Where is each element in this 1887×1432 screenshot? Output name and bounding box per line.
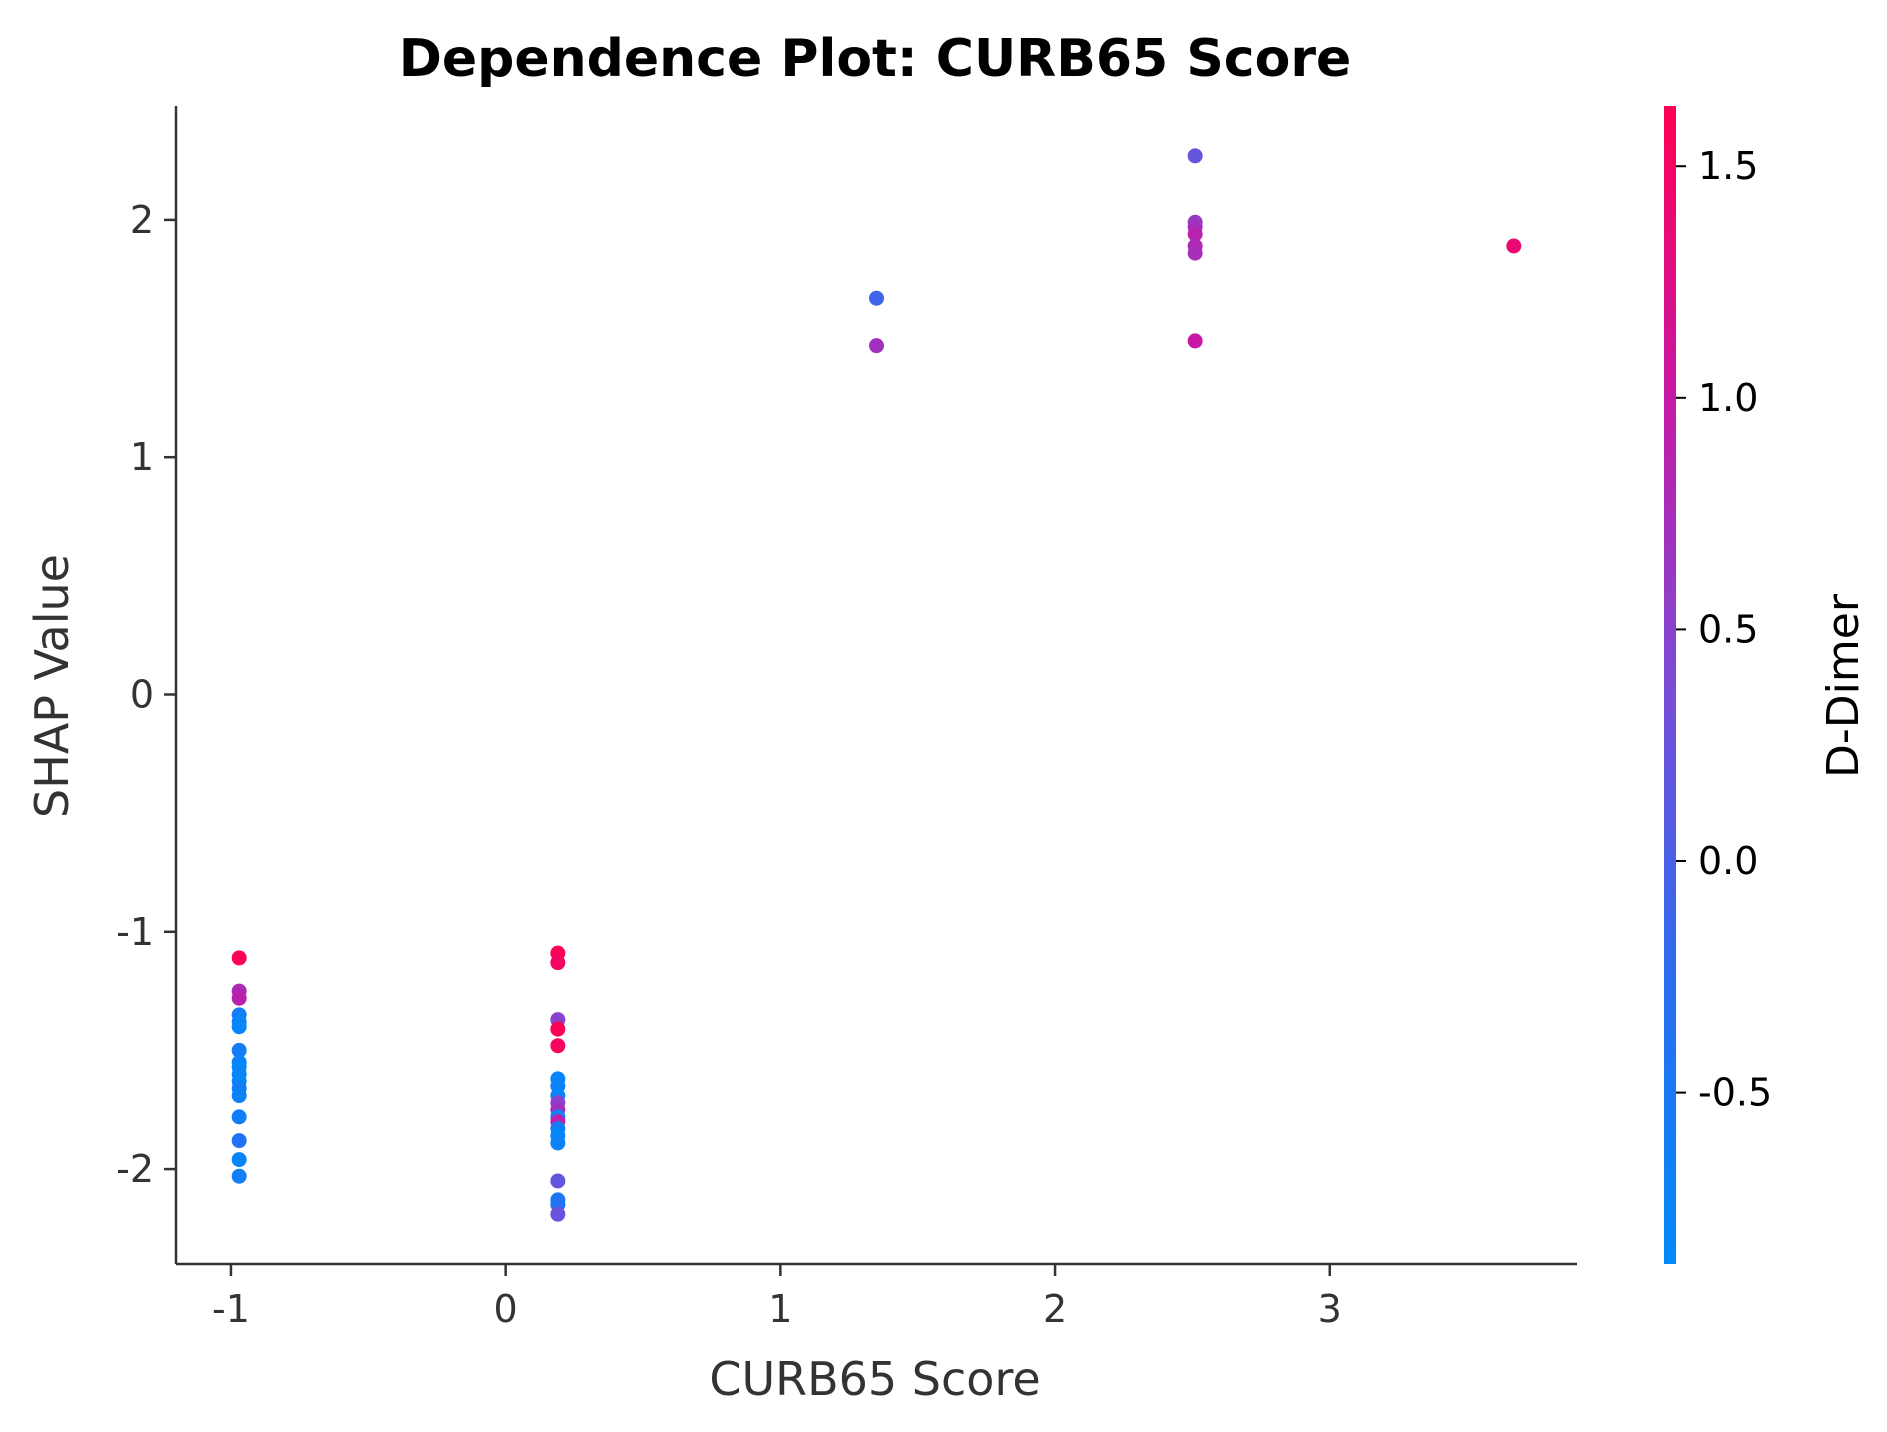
colorbar-tick-label: -0.5	[1698, 1071, 1772, 1115]
y-tick-label: -1	[116, 910, 154, 954]
y-tick-label: 2	[130, 198, 154, 242]
colorbar-tick-label: 1.5	[1698, 144, 1758, 188]
chart-title: Dependence Plot: CURB65 Score	[399, 29, 1352, 89]
colorbar: -0.5 0.0 0.5 1.0 1.5 D-Dimer	[1664, 106, 1869, 1264]
y-axis-label: SHAP Value	[25, 554, 79, 818]
data-point	[231, 1088, 247, 1104]
x-ticks: -1 0 1 2 3	[212, 1264, 1342, 1331]
x-axis-label: CURB65 Score	[709, 1352, 1040, 1406]
plot-area: -1 0 1 2 3 -2 -1 0 1 2	[116, 106, 1577, 1331]
scatter-points	[231, 148, 1522, 1222]
data-point	[1187, 148, 1203, 164]
x-tick-label: 3	[1318, 1287, 1342, 1331]
colorbar-tick-label: 0.5	[1698, 607, 1758, 651]
data-point	[550, 1135, 566, 1151]
data-point	[550, 1038, 566, 1054]
data-point	[550, 1206, 566, 1222]
x-tick-label: -1	[212, 1287, 250, 1331]
data-point	[231, 990, 247, 1006]
data-point	[550, 1021, 566, 1037]
x-tick-label: 1	[768, 1287, 792, 1331]
data-point	[231, 1133, 247, 1149]
data-point	[1506, 238, 1522, 254]
y-tick-label: 0	[130, 672, 154, 716]
data-point	[1187, 245, 1203, 261]
data-point	[869, 338, 884, 354]
x-tick-label: 2	[1043, 1287, 1067, 1331]
colorbar-gradient	[1664, 106, 1676, 1264]
colorbar-ticks: -0.5 0.0 0.5 1.0 1.5	[1676, 144, 1772, 1115]
colorbar-tick-label: 0.0	[1698, 839, 1758, 883]
y-tick-label: 1	[130, 435, 154, 479]
data-point	[869, 290, 884, 306]
data-point	[231, 1019, 247, 1035]
data-point	[1187, 226, 1203, 242]
colorbar-label: D-Dimer	[1818, 593, 1869, 778]
y-tick-label: -2	[116, 1147, 154, 1191]
x-tick-label: 0	[494, 1287, 518, 1331]
data-point	[231, 950, 247, 966]
y-ticks: -2 -1 0 1 2	[116, 198, 176, 1191]
colorbar-tick-label: 1.0	[1698, 376, 1758, 420]
data-point	[231, 1168, 247, 1184]
data-point	[231, 1109, 247, 1125]
data-point	[231, 1152, 247, 1168]
data-point	[550, 1173, 566, 1189]
data-point	[550, 955, 566, 971]
data-point	[231, 1042, 247, 1058]
data-point	[1187, 333, 1203, 349]
